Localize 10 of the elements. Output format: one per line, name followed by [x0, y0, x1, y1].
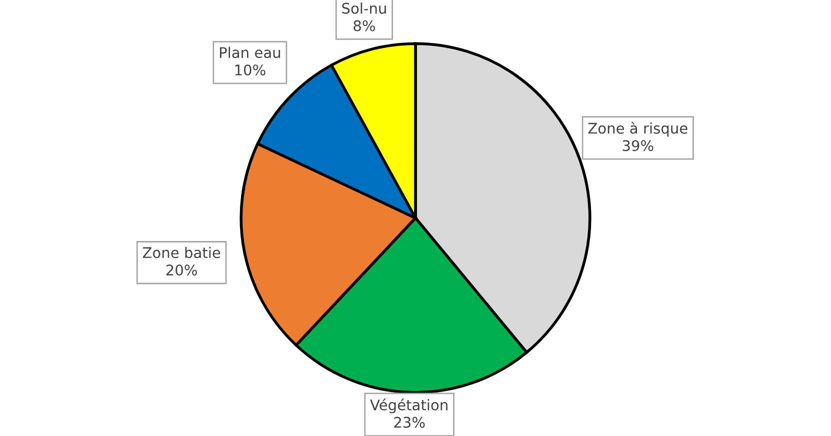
slice-label: Zone à risque [588, 122, 688, 137]
data-label: 23% [394, 416, 425, 428]
slice-label: Sol-nu [342, 2, 386, 14]
slice-label: Zone batie [142, 246, 220, 258]
data-label: 39% [622, 140, 654, 152]
data-label: 8% [354, 20, 375, 32]
data-label: 20% [166, 264, 197, 276]
slice-label: Plan eau [220, 46, 280, 58]
slice-label: Végétation [370, 398, 448, 414]
data-label: 10% [235, 64, 266, 76]
